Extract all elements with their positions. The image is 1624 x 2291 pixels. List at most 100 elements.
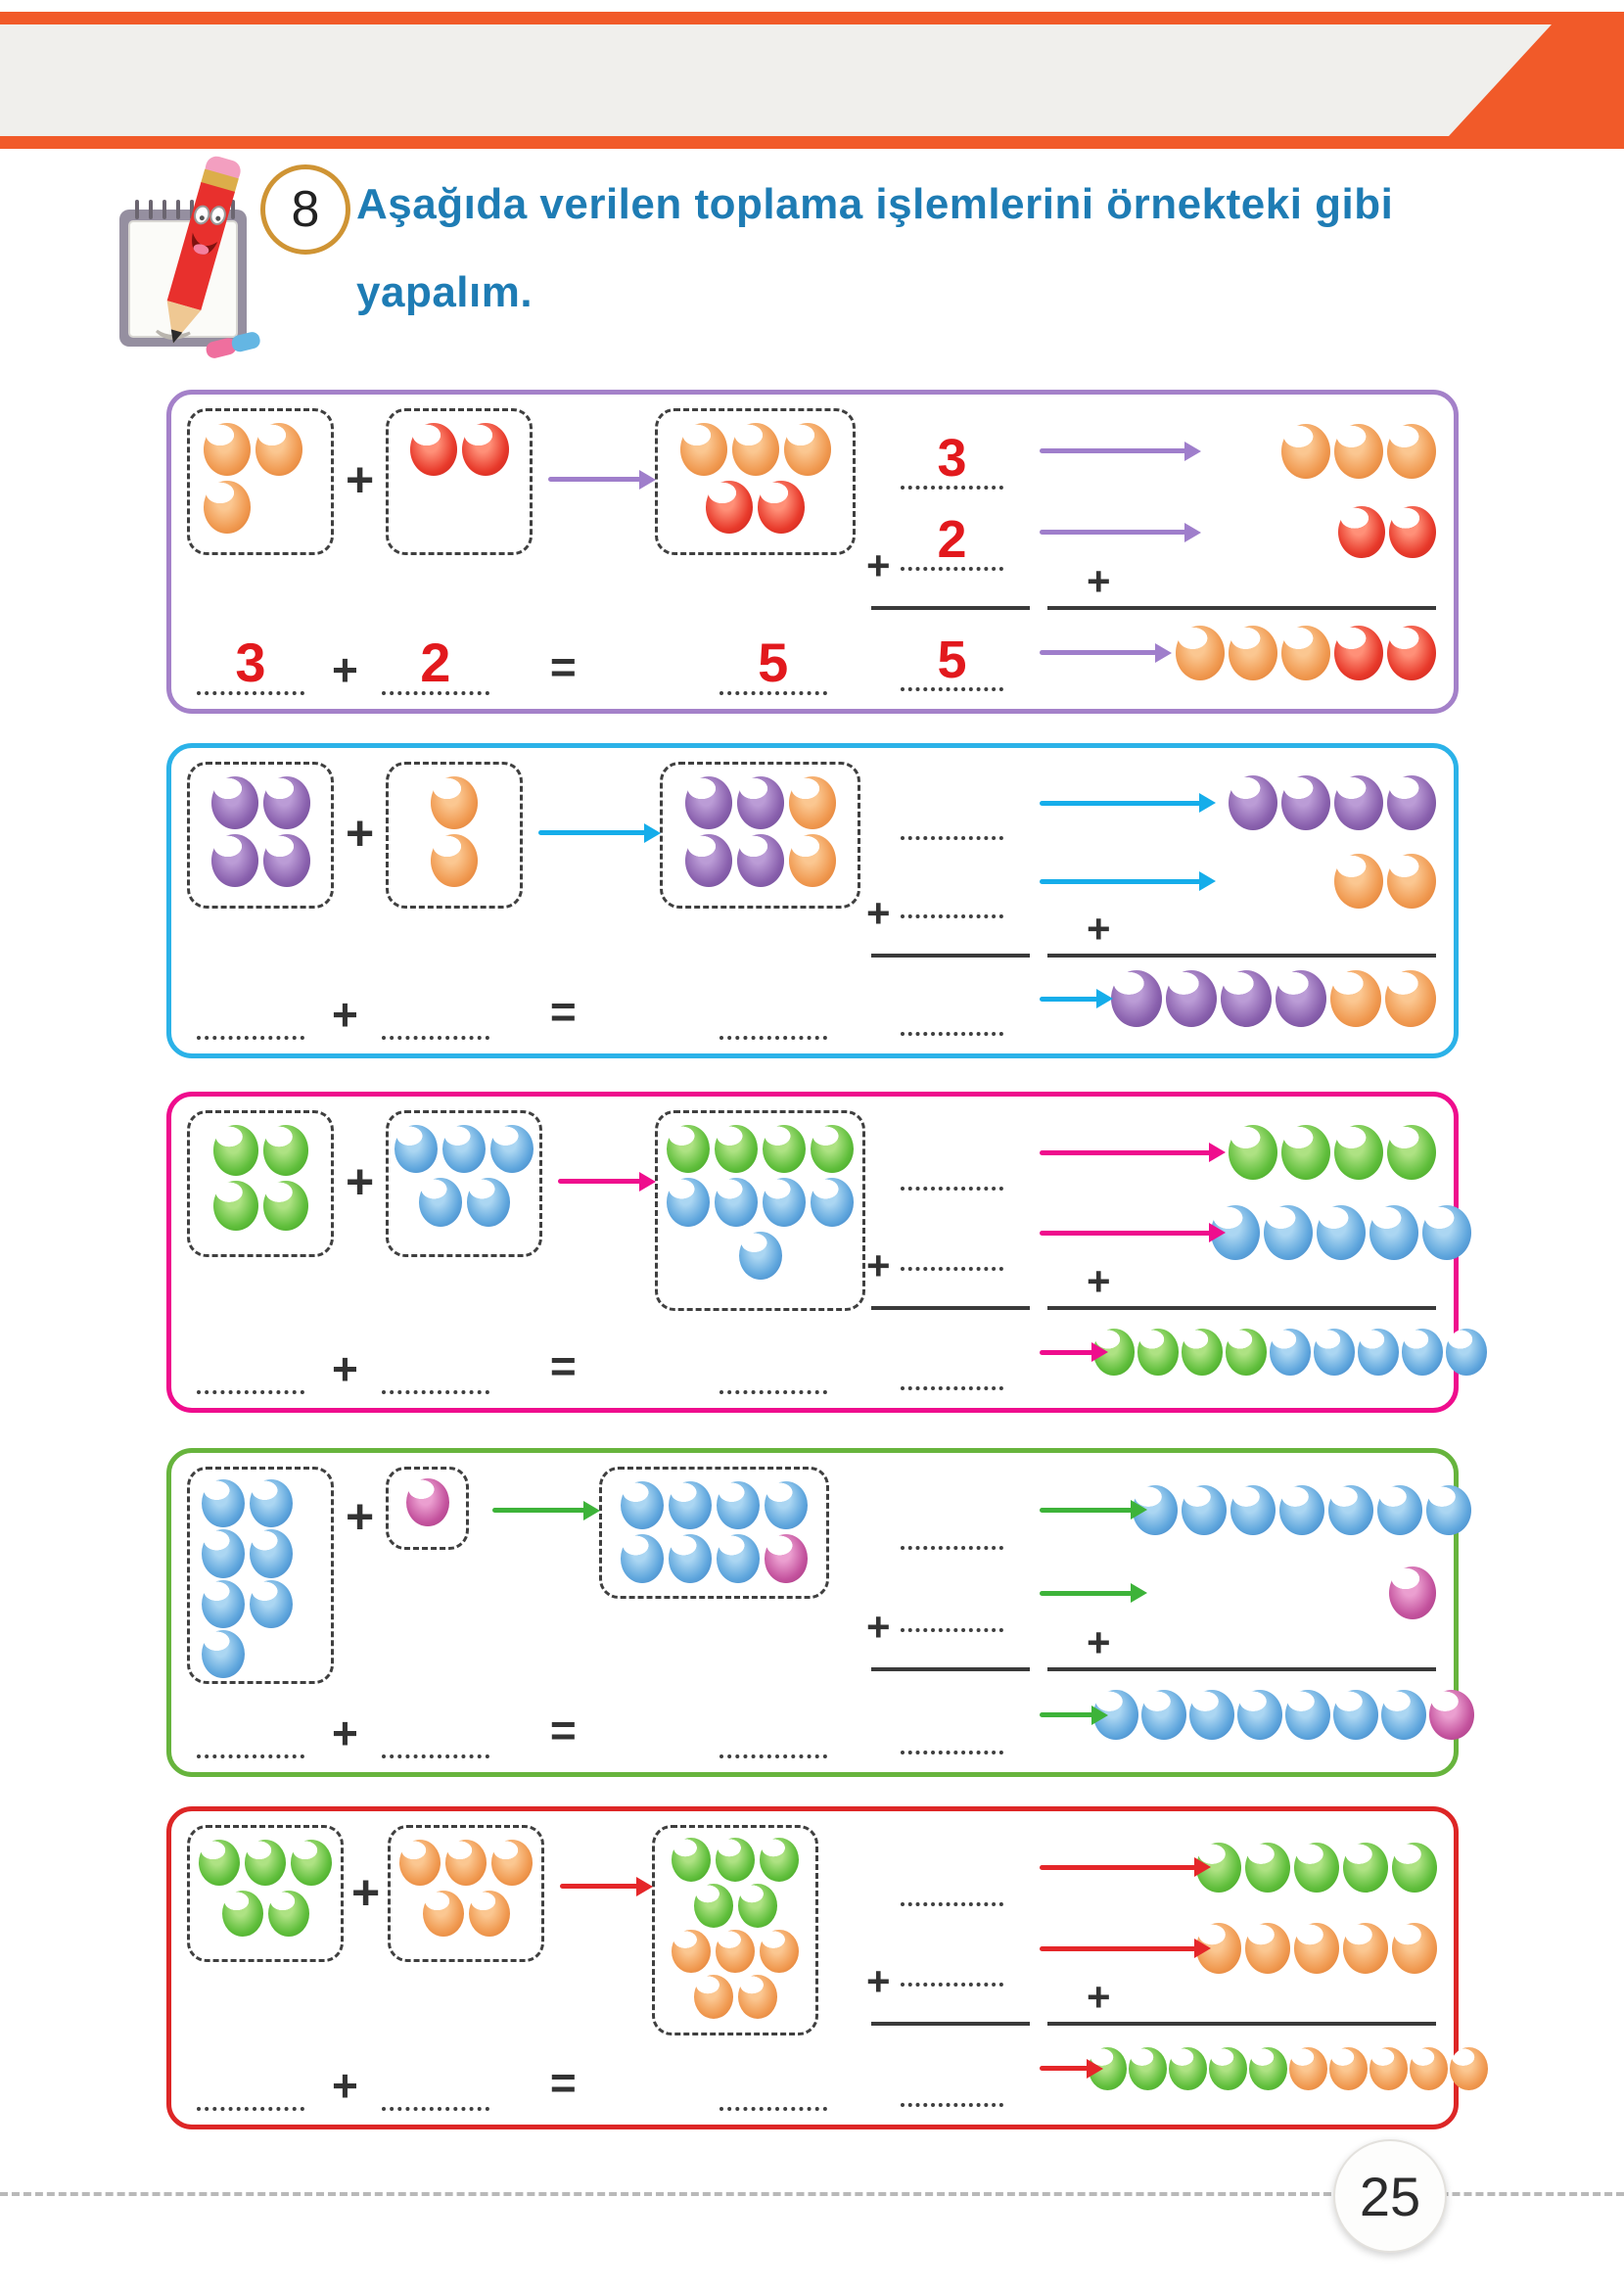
orange-ball bbox=[431, 833, 479, 887]
answer-blank[interactable] bbox=[197, 1036, 304, 1040]
arrow-icon bbox=[492, 1508, 586, 1513]
vertical-row-addend2: + bbox=[866, 1908, 1437, 2002]
ball-row bbox=[198, 1180, 323, 1232]
orange-ball bbox=[788, 833, 836, 887]
answer-blank[interactable] bbox=[901, 1751, 1003, 1755]
result-box bbox=[660, 762, 861, 909]
answer-blank[interactable] bbox=[197, 1754, 304, 1758]
answer-blank[interactable] bbox=[901, 1032, 1003, 1036]
answer-blank[interactable] bbox=[381, 1754, 489, 1758]
answer-blank[interactable] bbox=[719, 1754, 827, 1758]
green-ball bbox=[716, 1838, 756, 1882]
green-ball bbox=[672, 1838, 712, 1882]
green-ball bbox=[715, 1125, 759, 1174]
green-ball bbox=[1137, 1329, 1179, 1376]
blue-ball bbox=[1182, 1484, 1227, 1536]
plus-icon: + bbox=[332, 644, 358, 696]
equals-icon: = bbox=[549, 1705, 577, 1755]
header-band bbox=[0, 12, 1624, 149]
answer-blank[interactable] bbox=[381, 1036, 489, 1040]
answer-blank[interactable] bbox=[901, 567, 1003, 571]
answer-blank[interactable] bbox=[381, 1390, 489, 1394]
answer-blank[interactable] bbox=[901, 1983, 1003, 1987]
green-ball bbox=[267, 1891, 309, 1938]
orange-ball bbox=[1343, 1923, 1388, 1974]
purple-ball bbox=[1166, 969, 1217, 1028]
plus-icon: + bbox=[866, 1242, 891, 1288]
header-title-strip bbox=[0, 24, 1552, 136]
exercise-list: + 3 + 2 = 5 3 bbox=[166, 390, 1488, 2129]
answer-blank[interactable] bbox=[901, 687, 1003, 691]
answer-blank[interactable] bbox=[901, 2103, 1003, 2108]
answer-blank[interactable] bbox=[901, 1386, 1003, 1390]
blue-ball bbox=[1279, 1484, 1324, 1536]
blue-ball bbox=[490, 1125, 534, 1174]
blue-ball bbox=[1446, 1329, 1487, 1376]
pictorial-equation-area: + + = bbox=[187, 1467, 867, 1758]
answer-blank[interactable] bbox=[197, 1390, 304, 1394]
sum-line bbox=[871, 954, 1030, 958]
arrow-icon bbox=[1040, 1149, 1211, 1155]
balls-row-sum bbox=[1176, 625, 1436, 680]
orange-ball bbox=[1369, 2046, 1408, 2090]
ball-row bbox=[396, 423, 522, 476]
arrow-icon bbox=[558, 1179, 642, 1184]
orange-ball bbox=[204, 423, 251, 476]
instruction-line-1: Aşağıda verilen toplama işlemlerini örne… bbox=[356, 180, 1394, 228]
result-box bbox=[652, 1825, 819, 2035]
ball-row bbox=[398, 1891, 534, 1938]
ball-row bbox=[661, 1929, 810, 1974]
pictorial-row: + bbox=[187, 1110, 867, 1311]
green-ball bbox=[1209, 2046, 1247, 2090]
green-ball bbox=[262, 1180, 308, 1232]
blue-ball bbox=[667, 1178, 711, 1227]
green-ball bbox=[199, 1840, 240, 1887]
orange-ball bbox=[760, 1929, 800, 1974]
plus-icon: + bbox=[1087, 906, 1111, 952]
equals-icon: = bbox=[549, 641, 577, 692]
ball-row bbox=[198, 480, 323, 534]
blue-ball bbox=[1402, 1329, 1443, 1376]
answer-blank[interactable] bbox=[719, 1036, 827, 1040]
green-ball bbox=[693, 1883, 733, 1928]
answer-blank[interactable] bbox=[719, 691, 827, 695]
balls-row-sum bbox=[1093, 1329, 1487, 1376]
footer-dashed-line bbox=[0, 2192, 1624, 2196]
page-number: 25 bbox=[1359, 2165, 1421, 2227]
answer-blank[interactable] bbox=[901, 836, 1003, 840]
answer-blank[interactable] bbox=[381, 691, 489, 695]
ball-row bbox=[661, 1883, 810, 1928]
answer-blank[interactable] bbox=[901, 1628, 1003, 1633]
exercise-box-3: + + = bbox=[166, 1092, 1487, 1413]
purple-ball bbox=[736, 776, 784, 829]
addend-b-box bbox=[388, 1825, 545, 1962]
answer-blank[interactable] bbox=[901, 1267, 1003, 1271]
exercise-box-1: + 3 + 2 = 5 3 bbox=[166, 390, 1459, 714]
green-ball bbox=[1245, 1842, 1290, 1894]
orange-ball bbox=[716, 1929, 756, 1974]
plus-icon: + bbox=[346, 452, 375, 507]
answer-blank[interactable] bbox=[197, 2107, 304, 2111]
answer-blank[interactable] bbox=[381, 2107, 489, 2111]
blue-ball bbox=[394, 1125, 439, 1174]
answer-blank[interactable] bbox=[719, 2107, 827, 2111]
green-ball bbox=[1343, 1842, 1388, 1894]
exercise-number-badge: 8 bbox=[260, 164, 350, 255]
answer-blank[interactable] bbox=[901, 1187, 1003, 1191]
answer-blank[interactable] bbox=[901, 486, 1003, 490]
pictorial-row: + bbox=[187, 1825, 867, 2035]
answer-blank[interactable] bbox=[719, 1390, 827, 1394]
answer-blank[interactable] bbox=[901, 1545, 1003, 1550]
answer-blank[interactable] bbox=[901, 1901, 1003, 1906]
blue-ball bbox=[1270, 1329, 1311, 1376]
answer-blank[interactable] bbox=[197, 691, 304, 695]
green-ball bbox=[291, 1840, 332, 1887]
orange-ball bbox=[255, 423, 302, 476]
purple-ball bbox=[210, 833, 258, 887]
pictorial-equation-area: + 3 + 2 = 5 bbox=[187, 408, 867, 695]
green-ball bbox=[245, 1840, 286, 1887]
answer-blank[interactable] bbox=[901, 914, 1003, 918]
vertical-row-addend1 bbox=[866, 1469, 1471, 1552]
addend-b-box bbox=[386, 1467, 470, 1550]
